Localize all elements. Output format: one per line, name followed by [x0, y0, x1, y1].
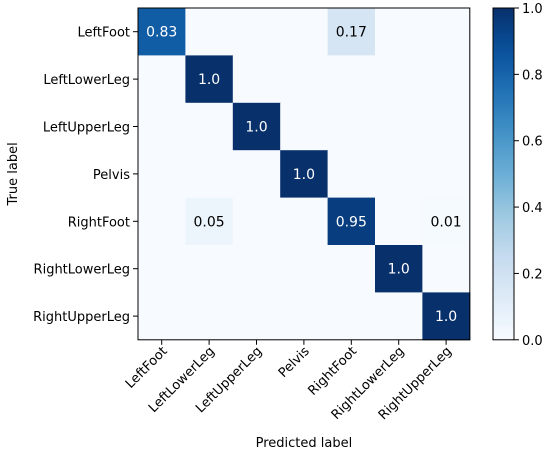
cell-value-label: 0.01: [431, 214, 462, 230]
heatmap-cell: [375, 55, 423, 104]
cell-value-label: 1.0: [388, 262, 410, 278]
y-axis-title: True label: [6, 142, 21, 206]
colorbar-frame: [492, 7, 515, 341]
heatmap-cell: [232, 292, 281, 341]
heatmap-cell: [327, 197, 376, 246]
heatmap-cell: [138, 102, 186, 151]
x-tick-label: Pelvis: [276, 344, 313, 381]
heatmap-cell: [280, 55, 329, 104]
heatmap-cell: [280, 245, 329, 293]
colorbar-tick-label: 0.0: [522, 334, 543, 349]
colorbar-tick-label: 0.6: [522, 135, 543, 150]
heatmap-cell: [138, 150, 186, 199]
heatmap-cell: [185, 102, 234, 151]
colorbar-tick-label: 0.4: [522, 201, 543, 216]
heatmap-cell: [138, 55, 186, 104]
heatmap-cell: [375, 292, 423, 341]
cell-value-label: 0.83: [146, 25, 177, 41]
y-tick-label: RightUpperLeg: [33, 310, 130, 325]
heatmap-cell-labels: 0.83 0.17 1.0 1.0 1.0 0.05 0.95 0.01 1.0 1.0: [146, 25, 462, 325]
heatmap-cell: [375, 197, 423, 246]
colorbar-tick-label: 0.2: [522, 267, 543, 282]
heatmap-cell: [232, 197, 281, 246]
heatmap-cell: [185, 245, 234, 293]
heatmap-cell: [138, 197, 186, 246]
cell-value-label: 1.0: [198, 72, 220, 88]
y-tick-label: RightLowerLeg: [34, 263, 130, 278]
heatmap-cell: [422, 8, 471, 56]
heatmap-cell: [327, 8, 376, 56]
heatmap-cell: [232, 102, 281, 151]
heatmap-cell: [375, 150, 423, 199]
heatmap-cell: [422, 102, 471, 151]
heatmap-cell: [327, 292, 376, 341]
colorbar: [493, 8, 514, 340]
heatmap-cell: [185, 55, 234, 104]
heatmap-cell: [232, 150, 281, 199]
heatmap-cell: [327, 150, 376, 199]
colorbar-tick-label: 0.8: [522, 68, 543, 83]
cell-value-label: 1.0: [293, 167, 315, 183]
heatmap-cell: [138, 8, 186, 56]
colorbar-tick-label: 1.0: [522, 2, 543, 17]
heatmap-cell: [422, 245, 471, 293]
cell-value-label: 0.95: [336, 214, 367, 230]
heatmap-cell: [327, 245, 376, 293]
x-axis-title: Predicted label: [256, 436, 353, 451]
heatmap-cell: [185, 150, 234, 199]
heatmap-cell: [422, 55, 471, 104]
y-tick-label: RightFoot: [68, 215, 130, 230]
heatmap-cell: [280, 8, 329, 56]
heatmap-cell: [138, 245, 186, 293]
heatmap-cell: [280, 197, 329, 246]
heatmap-cell: [232, 55, 281, 104]
cell-value-label: 0.05: [194, 214, 225, 230]
heatmap-cell: [232, 245, 281, 293]
heatmap-cell: [185, 197, 234, 246]
colorbar-ticks: 0.0 0.2 0.4 0.6 0.8 1.0: [514, 2, 543, 349]
x-tick-label: LeftFoot: [123, 344, 171, 392]
heatmap-cell: [185, 8, 234, 56]
heatmap-cell: [280, 150, 329, 199]
y-tick-label: LeftUpperLeg: [43, 121, 130, 136]
cell-value-label: 1.0: [435, 309, 457, 325]
cell-value-label: 1.0: [245, 120, 267, 136]
heatmap-cell: [327, 102, 376, 151]
heatmap-cell: [280, 102, 329, 151]
y-tick-label: Pelvis: [93, 168, 130, 183]
heatmap-cell: [375, 8, 423, 56]
heatmap-cell: [280, 292, 329, 341]
heatmap-cell: [375, 102, 423, 151]
y-axis-ticks: LeftFoot LeftLowerLeg LeftUpperLeg Pelvis Ri…: [33, 26, 138, 325]
heatmap-cell: [375, 245, 423, 293]
y-tick-label: LeftFoot: [78, 26, 130, 41]
heatmap-cell: [185, 292, 234, 341]
y-tick-label: LeftLowerLeg: [43, 73, 130, 88]
heatmap-cells: [138, 8, 471, 341]
heatmap-cell: [138, 292, 186, 341]
heatmap-cell: [422, 197, 471, 246]
heatmap-cell: [327, 55, 376, 104]
cell-value-label: 0.17: [336, 25, 367, 41]
heatmap-cell: [422, 150, 471, 199]
heatmap-cell: [422, 292, 471, 341]
heatmap-cell: [232, 8, 281, 56]
